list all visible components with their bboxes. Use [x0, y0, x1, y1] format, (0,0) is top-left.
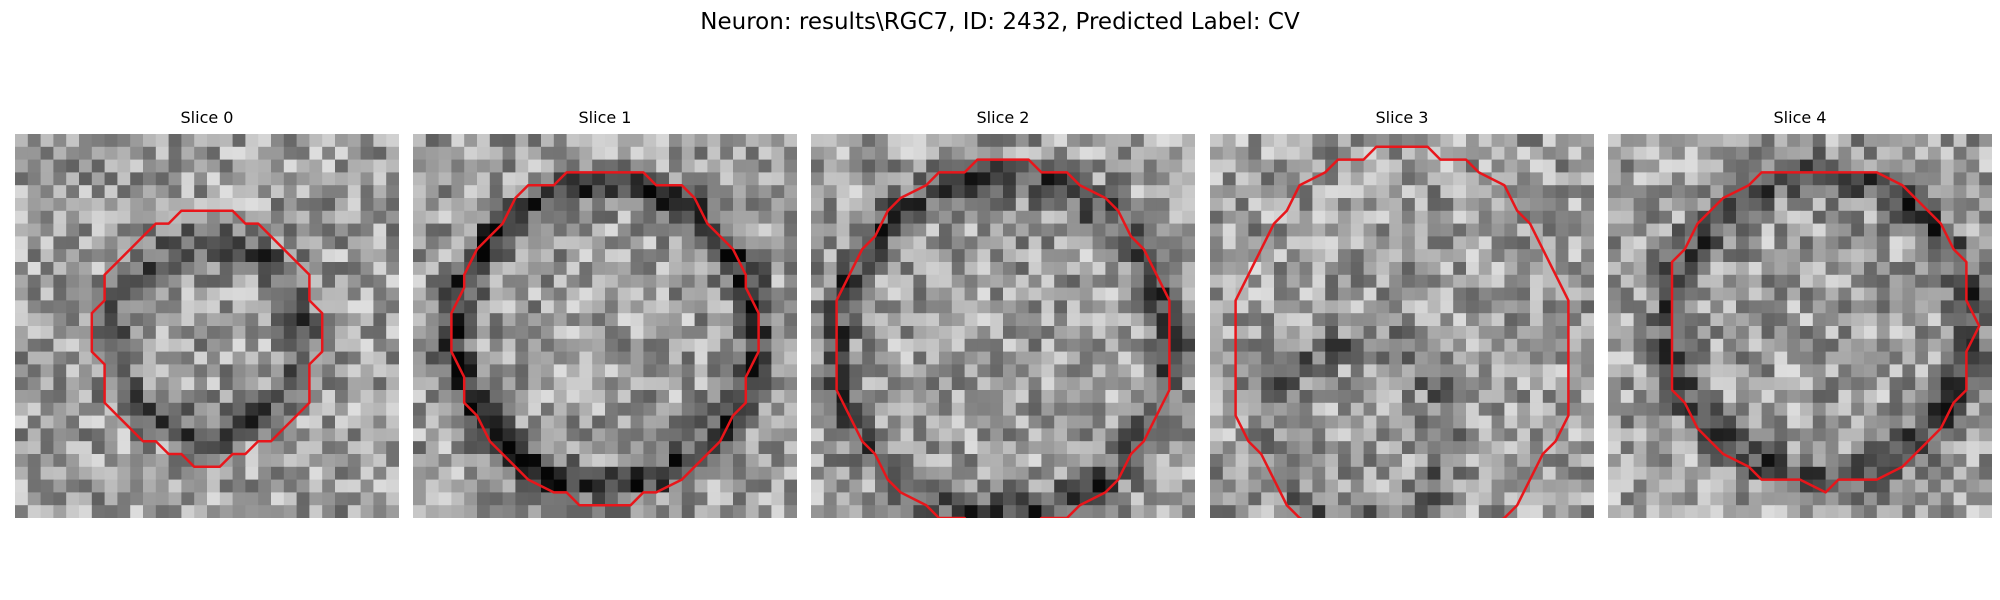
pixel-grid: [1210, 134, 1594, 518]
pixel-grid: [811, 134, 1195, 518]
pixel-grid: [15, 134, 399, 518]
segmentation-contour: [835, 158, 1171, 518]
slice-image: [811, 134, 1195, 518]
slice-image: [1210, 134, 1594, 518]
slice-title: Slice 1: [578, 108, 632, 127]
figure-title: Neuron: results\RGC7, ID: 2432, Predicte…: [700, 9, 1300, 35]
segmentation-contour: [1670, 171, 1981, 494]
slice-title: Slice 4: [1773, 108, 1827, 127]
segmentation-contour: [1234, 145, 1570, 518]
slice-title: Slice 0: [180, 108, 234, 127]
slice-title: Slice 3: [1375, 108, 1429, 127]
slice-image: [1608, 134, 1992, 518]
slice-image: [413, 134, 797, 518]
pixel-grid: [413, 134, 797, 518]
segmentation-contour: [450, 171, 760, 507]
slice-title: Slice 2: [976, 108, 1030, 127]
slice-image: [15, 134, 399, 518]
segmentation-contour: [90, 209, 324, 469]
pixel-grid: [1608, 134, 1992, 518]
